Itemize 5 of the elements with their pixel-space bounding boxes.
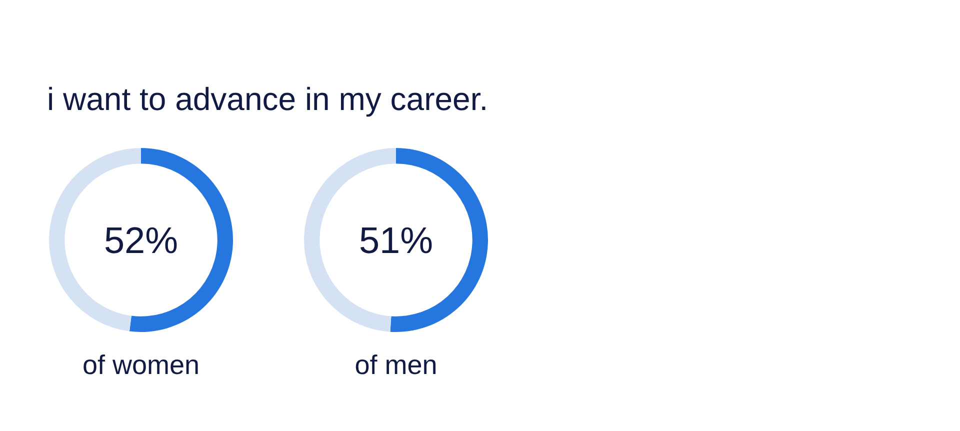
data-label: 52% (104, 220, 178, 261)
data-label: 51% (358, 220, 434, 261)
text: of men (354, 350, 438, 380)
text: of women (81, 350, 201, 380)
chart-title: i want to advance in my career. (47, 81, 488, 117)
